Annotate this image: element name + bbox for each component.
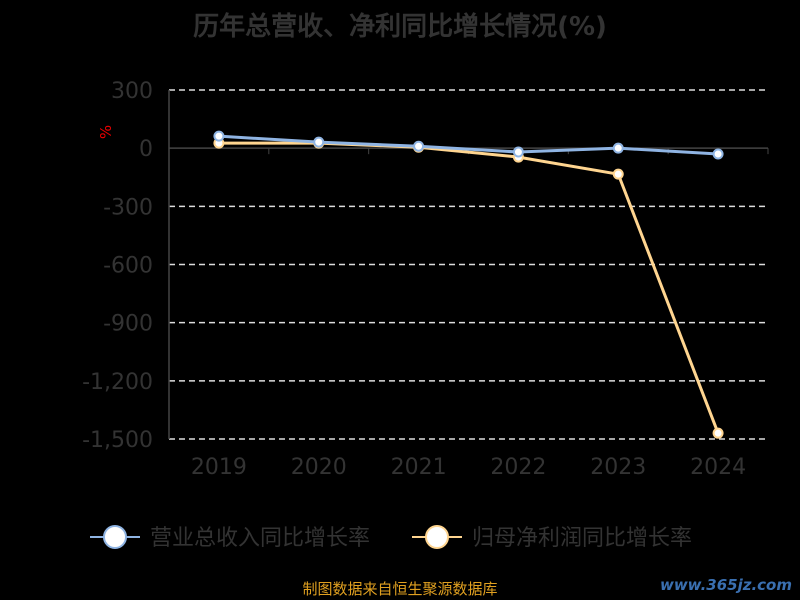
legend-label: 归母净利润同比增长率	[472, 526, 692, 551]
y-tick-label: -1,200	[82, 370, 153, 395]
data-point	[413, 140, 425, 152]
series-line	[218, 134, 719, 156]
data-point	[213, 130, 225, 142]
y-tick-label: -600	[103, 254, 153, 279]
chart-title: 历年总营收、净利同比增长情况(%)	[193, 12, 607, 42]
x-tick-label: 2024	[690, 455, 746, 480]
y-tick-label: 0	[139, 137, 153, 162]
data-point	[313, 136, 325, 148]
data-point	[712, 148, 724, 160]
series-line	[218, 141, 720, 434]
x-tick-label: 2021	[391, 455, 447, 480]
data-point	[712, 427, 724, 439]
y-axis-label: %	[97, 125, 115, 139]
data-point	[612, 168, 624, 180]
y-tick-label: -900	[103, 312, 153, 337]
x-tick-label: 2020	[291, 455, 347, 480]
legend-label: 营业总收入同比增长率	[150, 526, 370, 551]
data-point	[612, 142, 624, 154]
y-tick-label: 300	[111, 79, 153, 104]
watermark: www.365jz.com	[659, 576, 792, 594]
x-tick-label: 2022	[490, 455, 546, 480]
x-tick-label: 2019	[191, 455, 247, 480]
source-note: 制图数据来自恒生聚源数据库	[302, 580, 498, 598]
data-point	[512, 146, 524, 158]
y-tick-label: -300	[103, 195, 153, 220]
legend-marker	[103, 525, 127, 549]
legend-marker	[425, 525, 449, 549]
x-tick-label: 2023	[590, 455, 646, 480]
y-tick-label: -1,500	[82, 428, 153, 453]
